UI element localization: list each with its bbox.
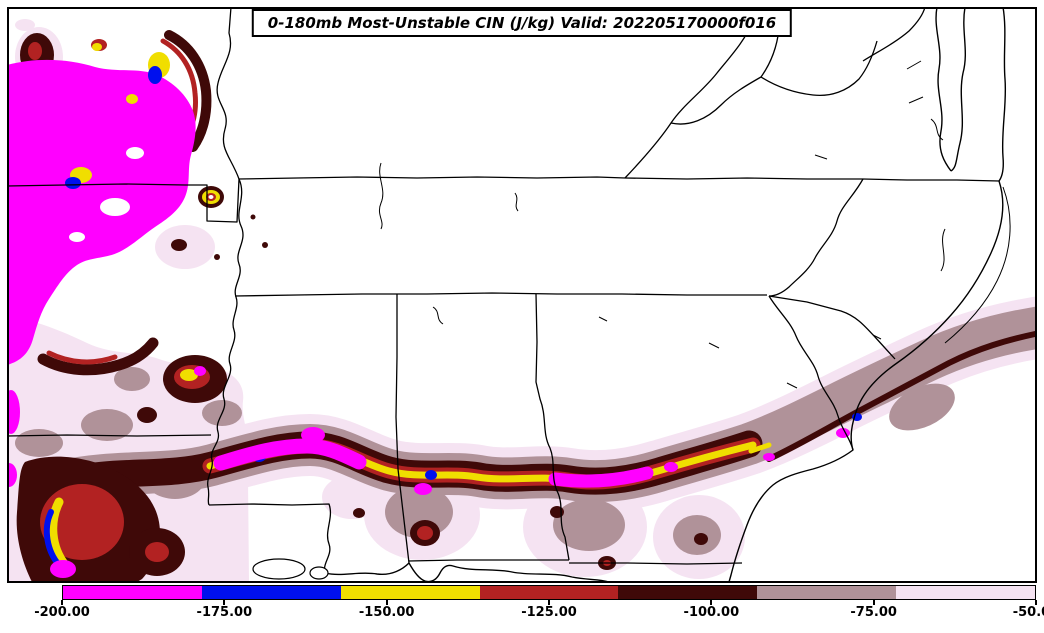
colorbar-tick-label: -150.00 — [358, 605, 415, 620]
mississippi-river-south — [207, 178, 244, 506]
barrier-islands — [944, 186, 1011, 344]
colorbar-labels: -200.00 -175.00 -150.00 -125.00 -100.00 -75.0… — [34, 600, 1044, 624]
colorbar-tick — [872, 600, 875, 605]
border-alabama-georgia — [535, 293, 570, 561]
state-borders — [7, 7, 1000, 574]
colorbar-tick — [61, 600, 63, 605]
border-missouri-kentucky-virginia-line — [7, 176, 1000, 223]
lake-pontchartrain — [252, 558, 306, 580]
border-georgia-southcarolina — [768, 295, 854, 451]
colorbar — [62, 585, 1036, 600]
colorbar-tick — [1035, 600, 1037, 605]
lake-squiggle-8 — [940, 228, 946, 272]
border-arkansas-louisiana — [7, 434, 212, 437]
border-louisiana-mississippi — [208, 503, 332, 574]
colorbar-segment — [618, 586, 758, 599]
map-frame: 0-180mb Most-Unstable CIN (J/kg) Valid: … — [7, 7, 1037, 583]
cin-inner-accents — [65, 52, 224, 242]
colorbar-tick — [548, 600, 550, 605]
border-northcarolina-southcarolina — [768, 295, 896, 360]
border-tennessee-northcarolina — [768, 178, 864, 297]
cin-layer-magenta — [7, 59, 850, 578]
border-mississippi-alabama — [395, 294, 410, 564]
rivers-and-lakes — [378, 118, 946, 389]
colorbar-tick — [223, 600, 226, 605]
river-squiggle-1 — [514, 192, 519, 212]
tennessee-river — [378, 162, 384, 230]
colorbar-segment — [340, 586, 480, 599]
chesapeake-rivers — [906, 60, 924, 104]
border-alabama-florida — [408, 559, 743, 565]
map-title: 0-180mb Most-Unstable CIN (J/kg) Valid: … — [267, 14, 777, 32]
lake-mark-9 — [872, 334, 882, 340]
colorbar-tick — [710, 600, 713, 605]
colorbar-segment — [479, 586, 619, 599]
colorbar-tick-label: -200.00 — [34, 605, 90, 620]
lake-mark-4 — [708, 342, 720, 349]
lake-squiggle-2 — [432, 306, 444, 325]
atlantic-coastline — [728, 180, 1004, 583]
colorbar-tick-label: -100.00 — [683, 605, 740, 620]
colorbar-tick-label: -125.00 — [521, 605, 577, 620]
lake-mark-6 — [814, 154, 828, 160]
lake-squiggle-7 — [930, 118, 944, 141]
lake-mark-5 — [786, 382, 798, 389]
lake-maurepas — [309, 566, 329, 580]
colorbar-segment — [201, 586, 341, 599]
coastlines — [252, 7, 1011, 583]
map-title-box: 0-180mb Most-Unstable CIN (J/kg) Valid: … — [251, 9, 793, 37]
colorbar-tick-label: -75.00 — [850, 605, 897, 620]
chesapeake-bay — [935, 7, 1007, 182]
border-kentucky-virginia — [624, 7, 756, 179]
border-tennessee-south — [234, 292, 767, 297]
colorbar-segment — [757, 586, 897, 599]
map-border — [7, 7, 1037, 583]
lake-mark-3 — [598, 316, 608, 322]
colorbar-tick-label: -175.00 — [196, 605, 253, 620]
mississippi-river-north — [216, 7, 240, 180]
colorbar-tick — [385, 600, 388, 605]
border-potomac — [862, 7, 926, 62]
map-canvas — [7, 7, 1037, 583]
colorbar-tick-label: -50.00 — [1012, 605, 1044, 620]
colorbar-segment — [63, 586, 202, 599]
colorbar-segment — [896, 586, 1036, 599]
